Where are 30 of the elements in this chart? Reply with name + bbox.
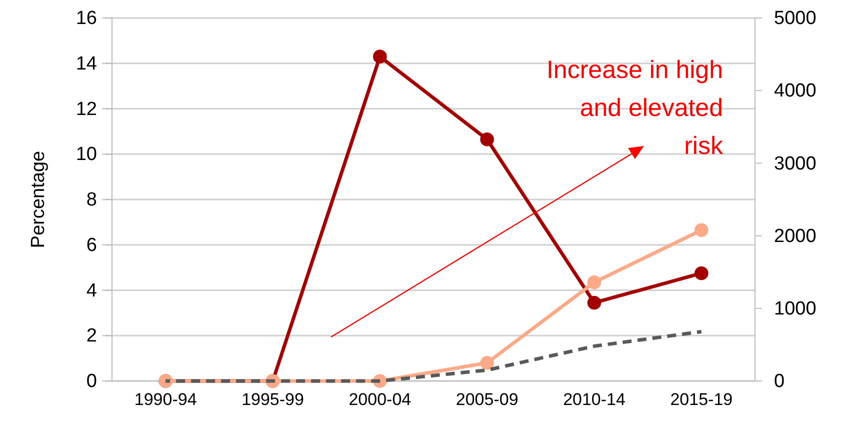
x-tick-label: 2010-14 <box>563 390 626 410</box>
y-tick-label: 10 <box>76 144 97 166</box>
point <box>587 296 602 310</box>
y-tick-label: 8 <box>86 190 97 211</box>
point <box>480 132 494 146</box>
y-tick-label: 12 <box>76 98 97 120</box>
y-tick-label: 4 <box>86 280 98 302</box>
annotation: Increase in high and elevated risk <box>546 56 724 160</box>
y-axis-title: Percentage <box>28 150 49 248</box>
y2-tick-label: 1000 <box>774 298 816 320</box>
point <box>694 266 708 280</box>
y-tick-label: 14 <box>76 53 98 74</box>
y-tick-label: 16 <box>76 8 97 30</box>
y-tick-label: 6 <box>86 234 97 256</box>
y2-tick-label: 5000 <box>774 8 816 30</box>
y-tick-label: 2 <box>86 326 97 347</box>
y-tick-label: 0 <box>86 371 97 392</box>
x-tick-label: 2000-04 <box>348 390 412 410</box>
point <box>373 50 387 64</box>
y2-tick-label: 4000 <box>774 80 816 102</box>
point <box>587 275 602 290</box>
x-tick-label: 1990-94 <box>134 390 197 410</box>
x-tick-label: 2015-19 <box>670 390 733 410</box>
point <box>694 223 708 238</box>
x-tick-label: 1995-99 <box>242 390 304 410</box>
y2-tick-label: 3000 <box>774 153 816 174</box>
point <box>480 356 494 370</box>
y2-tick-label: 0 <box>774 371 785 392</box>
x-tick-label: 2005-09 <box>456 390 518 410</box>
y2-tick-label: 2000 <box>774 226 816 247</box>
